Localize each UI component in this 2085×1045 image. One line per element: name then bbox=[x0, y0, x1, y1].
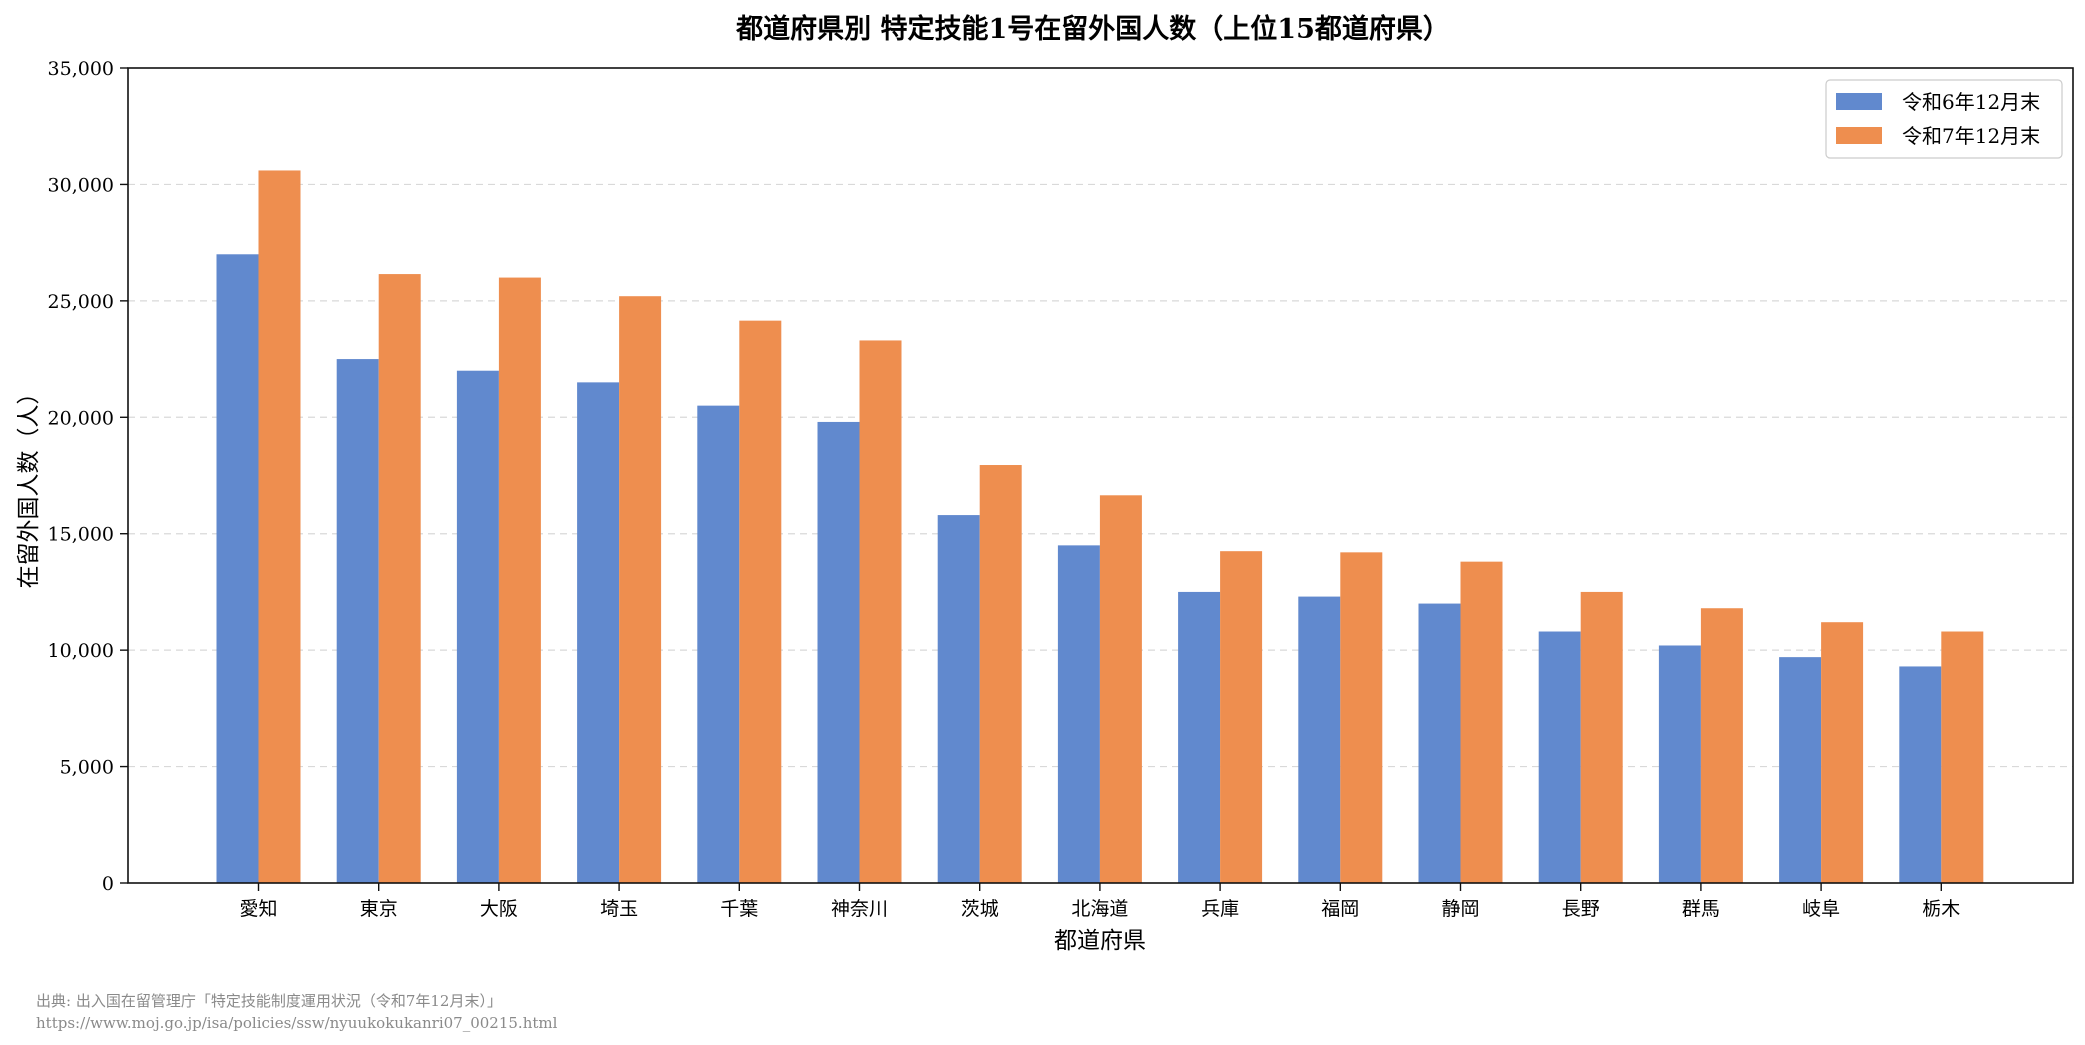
x-tick-label: 兵庫 bbox=[1201, 898, 1239, 920]
bar-r6-1 bbox=[336, 359, 379, 884]
bar-r6-9 bbox=[1298, 596, 1341, 883]
bar-r7-14 bbox=[1941, 631, 1984, 883]
y-tick-label: 35,000 bbox=[48, 58, 114, 80]
bar-r7-8 bbox=[1220, 551, 1263, 883]
bar-r6-8 bbox=[1178, 591, 1221, 883]
legend-swatch bbox=[1836, 127, 1882, 144]
x-tick-label: 福岡 bbox=[1321, 898, 1359, 920]
x-tick-label: 大阪 bbox=[480, 898, 518, 920]
bar-r7-5 bbox=[859, 340, 902, 883]
x-tick-label: 茨城 bbox=[961, 898, 999, 920]
bar-r7-7 bbox=[1099, 495, 1142, 883]
bar-r7-2 bbox=[498, 277, 541, 884]
x-tick-label: 岐阜 bbox=[1802, 898, 1840, 920]
x-tick-label: 静岡 bbox=[1441, 898, 1479, 920]
x-tick-label: 神奈川 bbox=[831, 898, 888, 920]
bar-r6-2 bbox=[456, 370, 499, 883]
x-tick-label: 千葉 bbox=[720, 898, 758, 920]
y-tick-label: 5,000 bbox=[60, 757, 114, 779]
legend-box bbox=[1825, 79, 2063, 159]
chart-title: 都道府県別 特定技能1号在留外国人数（上位15都道府県） bbox=[735, 13, 1450, 45]
bar-r7-11 bbox=[1580, 591, 1623, 883]
y-tick-label: 20,000 bbox=[48, 407, 114, 429]
bar-r6-5 bbox=[817, 421, 860, 883]
bar-r7-10 bbox=[1460, 561, 1503, 883]
bar-r7-1 bbox=[378, 274, 421, 883]
x-tick-label: 東京 bbox=[360, 898, 398, 920]
x-tick-label: 長野 bbox=[1562, 898, 1600, 920]
bar-r6-14 bbox=[1899, 666, 1942, 883]
bar-r7-12 bbox=[1700, 608, 1743, 883]
y-tick-label: 15,000 bbox=[48, 524, 114, 546]
y-tick-label: 0 bbox=[102, 873, 114, 895]
x-tick-label: 埼玉 bbox=[600, 898, 638, 920]
bar-r6-4 bbox=[697, 405, 740, 883]
source-note: 出典: 出入国在留管理庁「特定技能制度運用状況（令和7年12月末）」 https… bbox=[36, 990, 557, 1034]
source-url: https://www.moj.go.jp/isa/policies/ssw/n… bbox=[36, 1014, 558, 1032]
x-tick-label: 群馬 bbox=[1682, 898, 1720, 920]
legend-label: 令和6年12月末 bbox=[1902, 90, 2040, 114]
bar-r6-12 bbox=[1658, 645, 1701, 883]
bar-r6-10 bbox=[1418, 603, 1461, 883]
y-tick-label: 30,000 bbox=[48, 174, 114, 196]
x-axis-label: 都道府県 bbox=[1054, 928, 1146, 954]
x-axis: 愛知 東京 大阪 埼玉 千葉 神奈川 茨城 北海道 兵庫 福岡 静岡 長野 群馬 岐阜 栃木 bbox=[239, 883, 1960, 920]
bar-r6-7 bbox=[1057, 545, 1100, 883]
y-tick-label: 25,000 bbox=[48, 291, 114, 313]
bar-r7-0 bbox=[258, 170, 301, 883]
bar-r7-4 bbox=[739, 320, 782, 883]
bar-r6-0 bbox=[216, 254, 259, 884]
y-axis: 0 5,000 10,000 15,000 20,000 25,000 30,000 35,0… bbox=[48, 58, 128, 895]
bar-r6-3 bbox=[577, 382, 620, 883]
bar-r7-6 bbox=[979, 465, 1022, 883]
y-axis-label: 在留外国人数（人） bbox=[16, 382, 42, 589]
bars bbox=[216, 170, 1984, 884]
bar-r7-13 bbox=[1821, 622, 1864, 883]
source-citation: 出典: 出入国在留管理庁「特定技能制度運用状況（令和7年12月末）」 bbox=[36, 992, 502, 1010]
bar-r7-9 bbox=[1340, 552, 1383, 883]
legend-label: 令和7年12月末 bbox=[1902, 124, 2040, 148]
y-tick-label: 10,000 bbox=[48, 640, 114, 662]
x-tick-label: 栃木 bbox=[1922, 898, 1960, 920]
legend-swatch bbox=[1836, 93, 1882, 110]
bar-r6-13 bbox=[1779, 657, 1822, 883]
x-tick-label: 愛知 bbox=[239, 898, 277, 920]
bar-r6-11 bbox=[1538, 631, 1581, 883]
bar-r6-6 bbox=[937, 515, 980, 883]
x-tick-label: 北海道 bbox=[1071, 898, 1128, 920]
bar-r7-3 bbox=[619, 296, 662, 883]
